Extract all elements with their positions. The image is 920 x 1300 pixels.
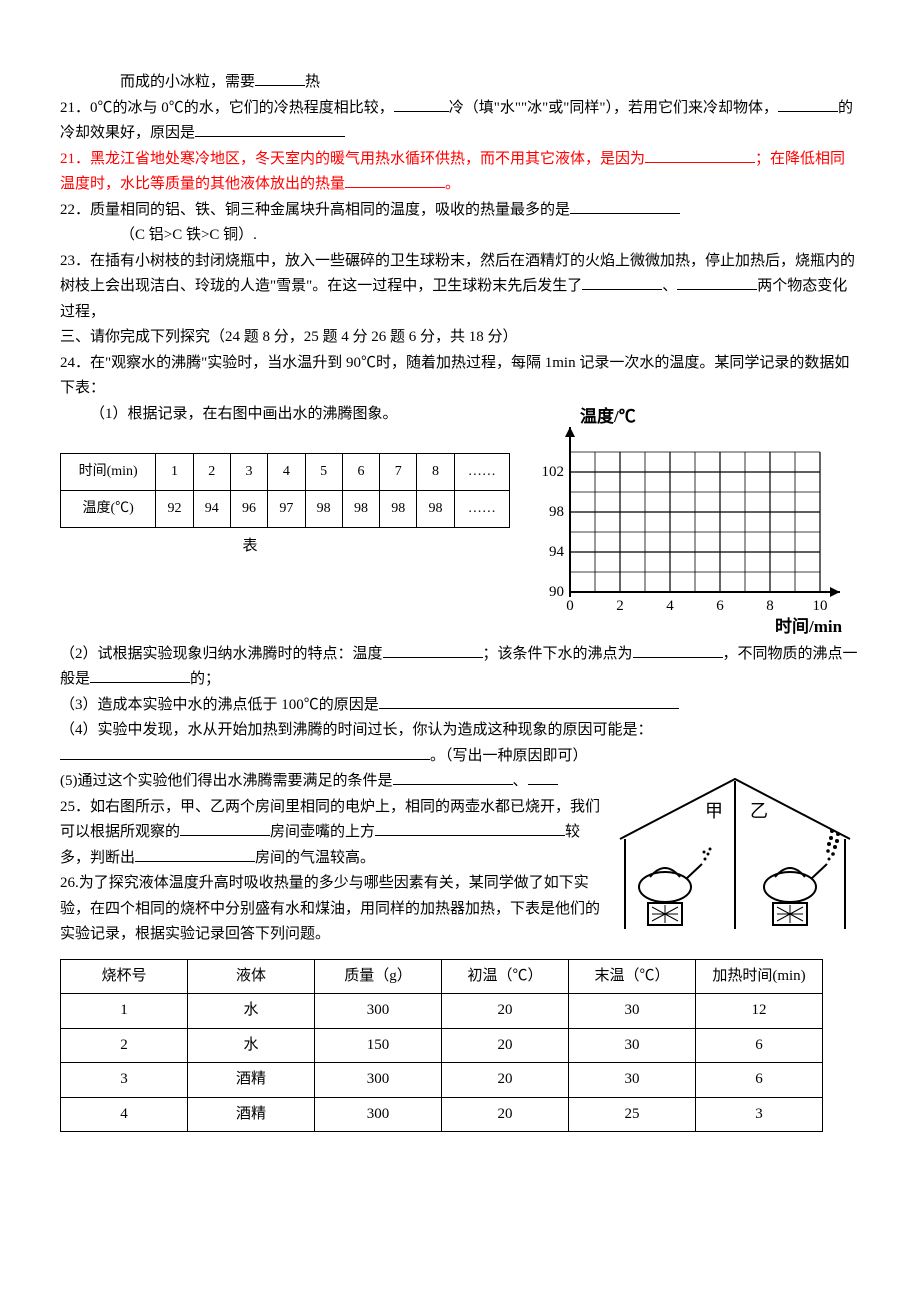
xtick-4: 4 (666, 598, 674, 614)
ytick-98: 98 (549, 504, 564, 520)
chart-xlabel: 时间/min (775, 616, 843, 636)
q24-2-b: ；该条件下水的沸点为 (483, 646, 633, 662)
q25-blank2[interactable] (375, 820, 565, 836)
q23-blank1[interactable] (582, 274, 662, 290)
q21a-b: 冷（填"水""冰"或"同样"），若用它们来冷却物体， (449, 100, 778, 116)
q20-tail-b: 热 (305, 74, 320, 90)
q24-3: （3）造成本实验中水的沸点低于 100℃的原因是 (60, 697, 379, 713)
time-table: 时间(min) 1 2 3 4 5 6 7 8 …… 温度(℃) 92 94 9… (60, 453, 510, 528)
experiment-data-table: 烧杯号 液体 质量（g） 初温（℃） 末温（℃） 加热时间(min) 1水300… (60, 959, 823, 1133)
q24-4-blank[interactable] (60, 744, 430, 760)
q21a-blank1[interactable] (394, 96, 449, 112)
q23-b: 、 (662, 278, 677, 294)
table-row: 3酒精30020306 (61, 1063, 823, 1098)
q25-blank1[interactable] (180, 820, 270, 836)
q21a-a: 21．0℃的冰与 0℃的水，它们的冷热程度相比较， (60, 100, 394, 116)
xtick-10: 10 (813, 598, 828, 614)
time-table-row-time: 时间(min) 1 2 3 4 5 6 7 8 …… (61, 454, 510, 491)
q21b-blank1[interactable] (645, 147, 755, 163)
q21b-c: 。 (445, 176, 460, 192)
q22-blank[interactable] (570, 198, 680, 214)
xtick-8: 8 (766, 598, 774, 614)
q24-1: （1）根据记录，在右图中画出水的沸腾图象。 (90, 406, 398, 422)
temp-row-label: 温度(℃) (61, 490, 156, 527)
section3-title: 三、请你完成下列探究（24 题 8 分，25 题 4 分 26 题 6 分，共 … (60, 329, 518, 345)
q25-blank3[interactable] (135, 846, 255, 862)
q24-intro: 24．在"观察水的沸腾"实验时，当水温升到 90℃时，随着加热过程，每隔 1mi… (60, 355, 849, 397)
q24-2-d: 的； (190, 671, 220, 687)
xtick-0: 0 (566, 598, 574, 614)
table-row: 1水300203012 (61, 994, 823, 1029)
chart-ylabel: 温度/℃ (580, 406, 636, 426)
q21a-blank2[interactable] (778, 96, 838, 112)
q24-2-a: （2）试根据实验现象归纳水沸腾时的特点：温度 (60, 646, 383, 662)
ytick-102: 102 (542, 464, 565, 480)
table-row: 2水15020306 (61, 1028, 823, 1063)
q21b-blank2[interactable] (345, 172, 445, 188)
q24-5-blank1[interactable] (393, 769, 513, 785)
time-table-caption: 表 (242, 538, 257, 554)
table-header-row: 烧杯号 液体 质量（g） 初温（℃） 末温（℃） 加热时间(min) (61, 959, 823, 994)
kettle-right-icon (764, 829, 840, 925)
q21a-blank3[interactable] (195, 121, 345, 137)
q24-5-a: (5)通过这个实验他们得出水沸腾需要满足的条件是 (60, 773, 393, 789)
house-label-right: 乙 (750, 801, 768, 821)
q22-note: （C 铝>C 铁>C 铜）. (120, 227, 257, 243)
ytick-94: 94 (549, 544, 565, 560)
q24-2-blank2[interactable] (633, 642, 723, 658)
q24-5-b: 、 (513, 773, 528, 789)
q23-blank2[interactable] (677, 274, 757, 290)
q25-b: 房间壶嘴的上方 (270, 824, 375, 840)
q24-4-b: 。（写出一种原因即可） (430, 748, 588, 764)
xtick-6: 6 (716, 598, 724, 614)
q22-a: 22．质量相同的铝、铁、铜三种金属块升高相同的温度，吸收的热量最多的是 (60, 202, 570, 218)
boiling-chart: 102 98 94 90 0 2 4 6 8 10 温度/℃ 时间/min (520, 402, 860, 642)
house-figure: 甲 乙 (610, 769, 860, 949)
time-table-row-temp: 温度(℃) 92 94 96 97 98 98 98 98 …… (61, 490, 510, 527)
q20-tail-a: 而成的小冰粒，需要 (120, 74, 255, 90)
q24-3-blank[interactable] (379, 693, 679, 709)
q25-d: 房间的气温较高。 (255, 850, 375, 866)
table-row: 4酒精30020253 (61, 1097, 823, 1132)
xtick-2: 2 (616, 598, 624, 614)
q20-blank[interactable] (255, 70, 305, 86)
house-label-left: 甲 (705, 801, 723, 821)
ytick-90: 90 (549, 584, 564, 600)
kettle-left-icon (639, 848, 712, 926)
q24-2-blank1[interactable] (383, 642, 483, 658)
q21b-a: 21．黑龙江省地处寒冷地区，冬天室内的暖气用热水循环供热，而不用其它液体，是因为 (60, 151, 645, 167)
time-row-label: 时间(min) (61, 454, 156, 491)
q24-4-a: （4）实验中发现，水从开始加热到沸腾的时间过长，你认为造成这种现象的原因可能是： (60, 722, 653, 738)
q24-2-blank3[interactable] (90, 667, 190, 683)
q24-5-blank2[interactable] (528, 769, 558, 785)
q26-intro: 26.为了探究液体温度升高时吸收热量的多少与哪些因素有关，某同学做了如下实验，在… (60, 875, 600, 942)
